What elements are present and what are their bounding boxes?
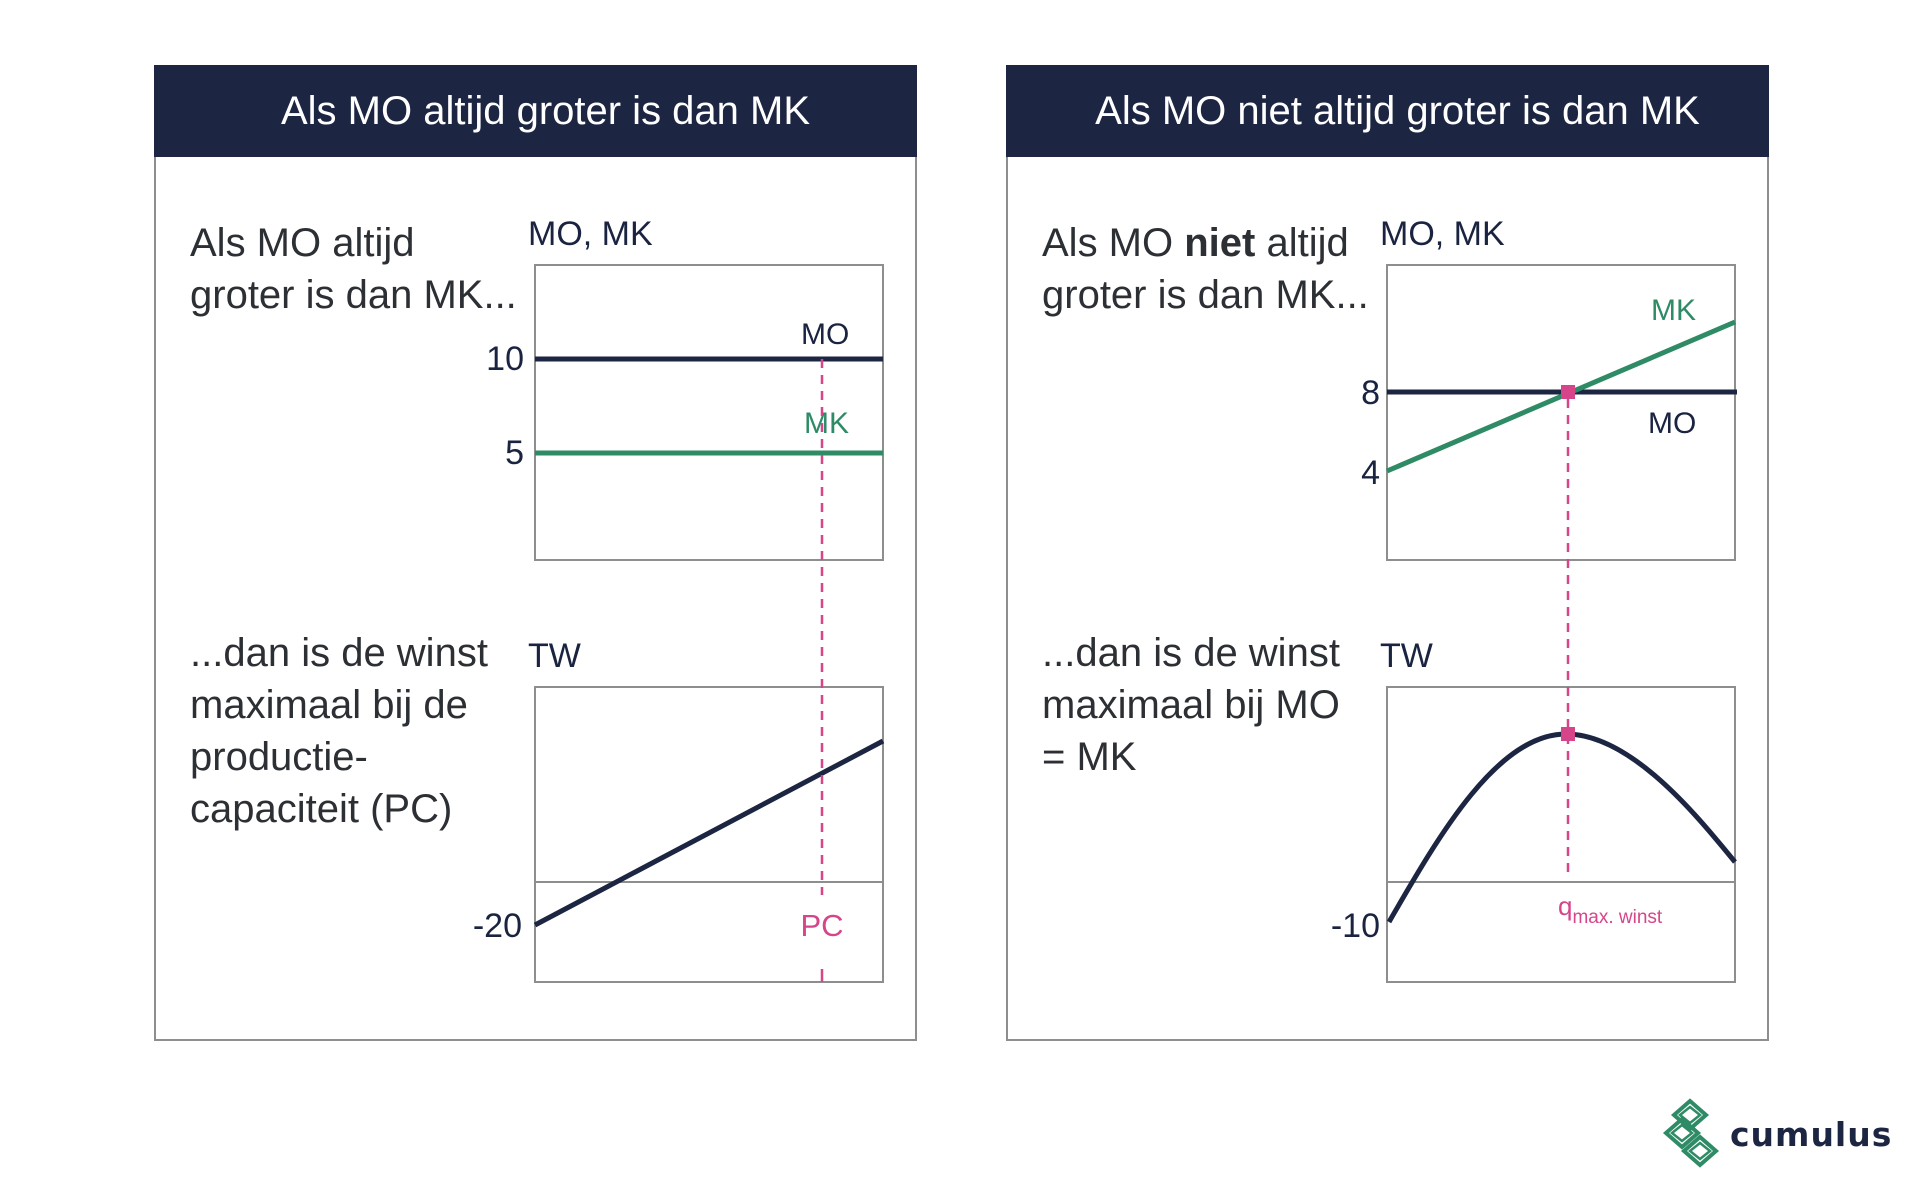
right-top-graph-box bbox=[1386, 264, 1736, 561]
right-tick-8: 8 bbox=[1361, 374, 1380, 412]
right-top-text-post: altijd groter is dan MK... bbox=[1042, 221, 1369, 317]
left-mo-label: MO bbox=[801, 318, 849, 351]
right-mo-label: MO bbox=[1648, 407, 1696, 440]
right-top-text-pre: Als MO bbox=[1042, 221, 1185, 265]
left-bottom-graph-box bbox=[534, 686, 884, 983]
right-q-label: qmax. winst bbox=[1558, 891, 1663, 928]
right-tick-4: 4 bbox=[1361, 454, 1380, 492]
right-top-text: Als MO niet altijd groter is dan MK... bbox=[1042, 217, 1372, 321]
card-right: Als MO niet altijd groter is dan MK Als … bbox=[1006, 65, 1769, 1041]
left-pc-label: PC bbox=[800, 908, 843, 943]
left-top-axis-label: MO, MK bbox=[528, 215, 653, 253]
left-top-graph-box bbox=[534, 264, 884, 561]
left-tick-10: 10 bbox=[486, 340, 524, 378]
card-left-title: Als MO altijd groter is dan MK bbox=[154, 65, 917, 157]
right-mk-label: MK bbox=[1651, 294, 1696, 327]
left-tw-line bbox=[533, 738, 885, 928]
right-top-axis-label: MO, MK bbox=[1380, 215, 1505, 253]
left-pc-label-bg bbox=[796, 903, 848, 943]
right-q-label-main: q bbox=[1558, 891, 1572, 921]
right-top-text-bold: niet bbox=[1184, 221, 1256, 265]
right-bottom-text: ...dan is de winst maximaal bij MO = MK bbox=[1042, 631, 1340, 779]
card-left: Als MO altijd groter is dan MK Als MO al… bbox=[154, 65, 917, 1041]
right-bottom-axis-label: TW bbox=[1380, 637, 1433, 675]
cumulus-logo-icon bbox=[1662, 1098, 1720, 1168]
left-tick-minus20: -20 bbox=[473, 907, 522, 945]
cumulus-logo-text: cumulus bbox=[1730, 1114, 1893, 1154]
left-graphs: MO, MK MO 10 MK 5 TW -20 PC bbox=[473, 215, 885, 983]
cumulus-logo: cumulus bbox=[1660, 1095, 1892, 1173]
left-top-text: Als MO altijd groter is dan MK... bbox=[190, 221, 517, 317]
right-bottom-graph-box bbox=[1386, 686, 1736, 983]
right-q-label-sub: max. winst bbox=[1572, 907, 1662, 928]
card-right-title: Als MO niet altijd groter is dan MK bbox=[1006, 65, 1769, 157]
right-graphs: MO, MK MO 8 MK 4 TW -10 qmax. winst bbox=[1331, 215, 1737, 983]
right-intersection-marker bbox=[1561, 385, 1575, 399]
left-mk-label: MK bbox=[804, 407, 849, 440]
right-tick-minus10: -10 bbox=[1331, 907, 1380, 945]
left-tick-5: 5 bbox=[505, 434, 524, 472]
left-bottom-axis-label: TW bbox=[528, 637, 581, 675]
left-bottom-text: ...dan is de winst maximaal bij de produ… bbox=[190, 631, 488, 831]
right-max-marker bbox=[1561, 727, 1575, 741]
